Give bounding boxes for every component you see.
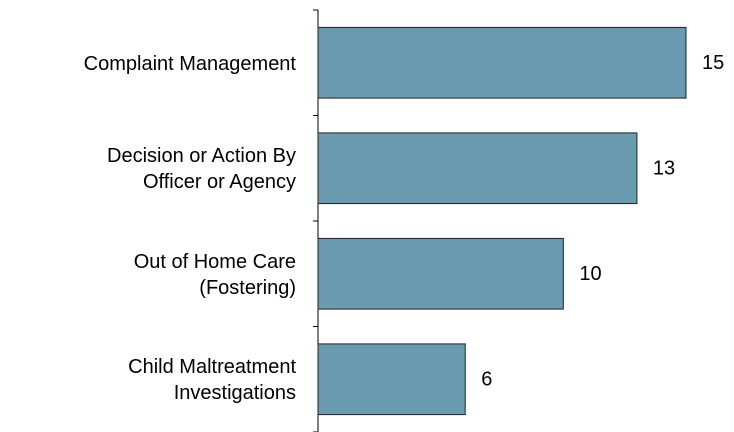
bar: [317, 343, 466, 416]
value-label: 13: [653, 158, 675, 180]
value-label: 15: [702, 52, 724, 74]
bar: [317, 26, 687, 99]
category-label: Child Maltreatment Investigations: [128, 356, 296, 405]
category-label: Decision or Action By Officer or Agency: [107, 145, 296, 194]
category-label: Complaint Management: [83, 52, 296, 75]
bar: [317, 132, 638, 205]
bar: [317, 237, 564, 310]
value-label: 10: [579, 263, 601, 285]
category-label: Out of Home Care (Fostering): [133, 250, 296, 299]
value-label: 6: [481, 369, 492, 391]
